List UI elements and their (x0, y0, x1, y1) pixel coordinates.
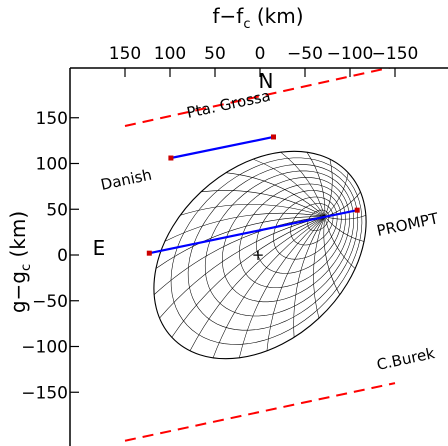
label-danish: Danish (99, 166, 153, 194)
mesh-parallel (256, 190, 342, 274)
mesh-meridian (293, 216, 326, 338)
mesh-parallel (290, 203, 334, 246)
mesh-parallel (273, 196, 338, 260)
x-tick-label: 0 (255, 44, 266, 64)
chord-endpoint (271, 134, 276, 140)
mesh-meridian (201, 190, 325, 217)
center-marker: + (252, 246, 265, 264)
mesh-meridian (239, 216, 325, 358)
mesh-meridian (225, 172, 325, 217)
mesh-meridian (180, 204, 325, 217)
y-tick-label: 0 (57, 246, 68, 266)
mesh-meridian (153, 216, 325, 295)
x-tick-label: −50 (287, 44, 323, 64)
mesh-parallel (204, 170, 354, 317)
y-tick-label: 100 (36, 155, 68, 175)
y-tick-label: −150 (21, 383, 68, 403)
y-tick-label: −50 (32, 292, 68, 312)
mesh-meridian (164, 212, 325, 242)
limit-line (124, 68, 393, 127)
label-c-burek: C.Burek (375, 344, 437, 374)
mesh-parallel (170, 157, 363, 345)
mesh-meridian (280, 151, 326, 217)
north-label: N (259, 69, 274, 93)
chord-endpoint (146, 250, 152, 256)
mesh-meridian (252, 158, 326, 217)
label-prompt: PROMPT (375, 209, 441, 240)
mesh-parallel (307, 209, 330, 232)
x-tick-label: −100 (327, 44, 374, 64)
mesh-meridian (313, 216, 326, 319)
mesh-meridian (324, 216, 365, 242)
x-tick-label: 150 (109, 44, 141, 64)
mesh-meridian (212, 216, 325, 358)
x-tick-label: −150 (372, 44, 419, 64)
label-pta-grossa: Pta. Grossa (185, 87, 272, 122)
mesh-meridian (171, 216, 325, 338)
mesh-meridian (323, 216, 340, 295)
y-tick-label: 150 (36, 109, 68, 129)
y-tick-label: 50 (46, 200, 68, 220)
mesh-meridian (266, 216, 326, 351)
y-tick-label: −100 (21, 338, 68, 358)
mesh-meridian (306, 152, 326, 217)
mesh-meridian (159, 216, 325, 319)
x-tick-label: 50 (204, 44, 226, 64)
chord-line (170, 135, 274, 160)
limit-line (124, 382, 396, 442)
chord-line (149, 209, 358, 255)
shape-model-mesh (153, 150, 367, 360)
x-axis-title: f−fc (km) (212, 4, 303, 32)
mesh-parallel (239, 183, 346, 288)
east-label: E (93, 236, 106, 260)
y-axis-title: g−gc (km) (6, 211, 34, 313)
x-tick-label: 100 (154, 44, 186, 64)
mesh-meridian (189, 216, 325, 351)
chord-endpoint (168, 155, 174, 161)
chord-endpoint (354, 207, 360, 213)
mesh-parallel (187, 164, 359, 331)
mesh-parallel (222, 177, 350, 303)
